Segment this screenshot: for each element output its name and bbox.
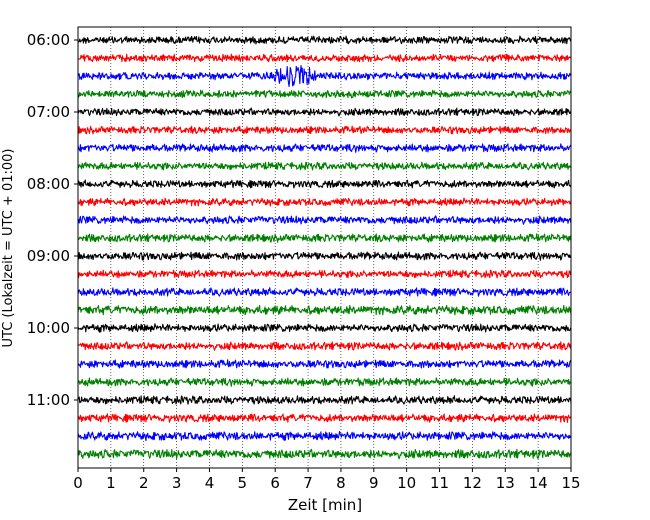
y-tick-label: 09:00 (27, 247, 70, 265)
y-tick-label: 11:00 (27, 391, 70, 409)
x-tick-label: 10 (397, 474, 416, 492)
trace-line (77, 323, 572, 333)
trace-line (77, 125, 572, 135)
x-tick-label: 15 (561, 474, 580, 492)
trace-line (77, 35, 572, 45)
trace-line (77, 395, 572, 405)
trace-line (77, 233, 572, 243)
x-tick-label: 6 (270, 474, 280, 492)
trace-line (77, 197, 572, 207)
trace-line (77, 430, 572, 442)
x-tick-label: 1 (106, 474, 116, 492)
x-tick-label: 11 (430, 474, 449, 492)
trace-line (77, 413, 572, 423)
trace-line (77, 359, 572, 369)
y-tick-label: 08:00 (27, 175, 70, 193)
x-tick-label: 8 (336, 474, 346, 492)
trace-line (77, 269, 572, 279)
x-tick-label: 7 (303, 474, 313, 492)
trace-line (77, 448, 572, 460)
x-tick-label: 5 (238, 474, 248, 492)
trace-line (77, 251, 572, 261)
trace-line (77, 287, 572, 297)
trace-line (77, 215, 572, 225)
trace-line (77, 341, 572, 351)
trace-line (77, 143, 572, 153)
x-tick-label: 12 (463, 474, 482, 492)
x-tick-label: 9 (369, 474, 379, 492)
trace-line (77, 377, 572, 387)
trace-line (77, 64, 572, 88)
x-tick-label: 2 (139, 474, 149, 492)
y-tick-label: 06:00 (27, 31, 70, 49)
trace-line (77, 89, 572, 99)
x-tick-label: 0 (73, 474, 83, 492)
x-axis-label: Zeit [min] (288, 496, 362, 514)
trace-line (77, 179, 572, 189)
trace-line (77, 53, 572, 63)
trace-line (77, 161, 572, 171)
y-tick-label: 07:00 (27, 103, 70, 121)
y-axis-label: UTC (Lokalzeit = UTC + 01:00) (1, 149, 16, 348)
seismic-traces (77, 35, 572, 460)
y-tick-label: 10:00 (27, 319, 70, 337)
trace-line (77, 304, 572, 316)
x-axis-ticks: 0 1 2 3 4 5 6 7 8 9 10 11 12 13 14 15 (73, 468, 581, 492)
plot-frame (77, 26, 572, 469)
x-tick-label: 4 (205, 474, 215, 492)
x-tick-label: 3 (172, 474, 182, 492)
x-tick-label: 13 (496, 474, 515, 492)
trace-line (77, 107, 572, 117)
x-tick-label: 14 (529, 474, 548, 492)
y-axis-ticks: 06:00 07:00 08:00 09:00 10:00 11:00 (27, 31, 78, 409)
